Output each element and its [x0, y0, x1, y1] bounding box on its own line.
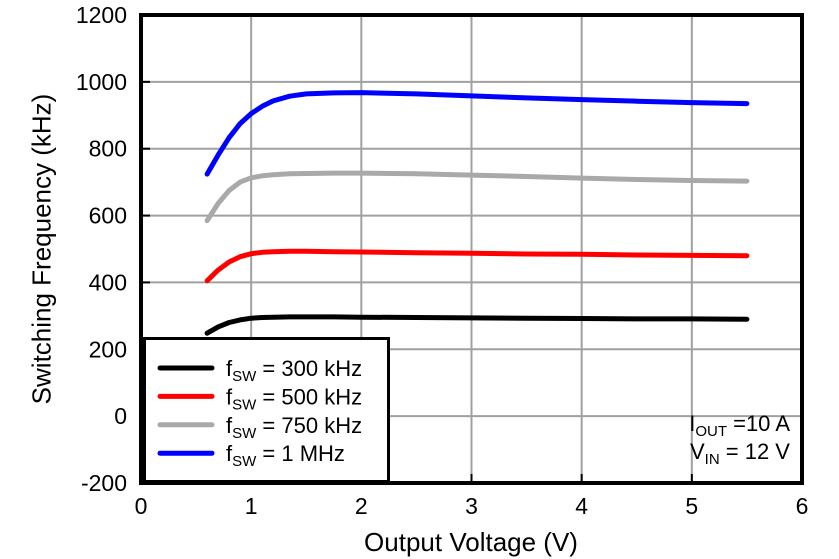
- x-axis-title: Output Voltage (V): [364, 527, 578, 557]
- annotation-line: IOUT =10 A: [689, 411, 790, 440]
- x-tick-label: 1: [245, 493, 258, 519]
- x-tick-label: 5: [685, 493, 698, 519]
- y-axis-title: Switching Frequency (kHz): [26, 93, 57, 405]
- y-tick-label: 800: [89, 136, 127, 162]
- annotation-line: VIN = 12 V: [690, 439, 790, 468]
- x-tick-label: 0: [135, 493, 148, 519]
- x-tick-label: 3: [465, 493, 478, 519]
- legend-entry: fSW = 750 kHz: [157, 413, 362, 442]
- x-tick-label: 2: [355, 493, 368, 519]
- y-tick-label: 400: [89, 269, 127, 295]
- legend-entry: fSW = 500 kHz: [157, 384, 362, 413]
- x-tick-label: 6: [796, 493, 809, 519]
- y-tick-label: 200: [89, 336, 127, 362]
- x-tick-label: 4: [575, 493, 588, 519]
- y-tick-label: 600: [89, 203, 127, 229]
- legend-label: fSW = 750 kHz: [226, 413, 362, 442]
- y-tick-label: 1200: [76, 2, 127, 28]
- legend-entry: fSW = 300 kHz: [157, 356, 362, 385]
- y-tick-label: 1000: [76, 69, 127, 95]
- legend-border: [143, 337, 390, 483]
- series-line-3: [204, 90, 750, 177]
- legend-label: fSW = 300 kHz: [226, 356, 362, 385]
- legend-label: fSW = 1 MHz: [226, 441, 345, 470]
- legend-entry: fSW = 1 MHz: [157, 441, 345, 470]
- series-line-0: [204, 314, 750, 336]
- series-line-2: [204, 170, 750, 224]
- series-line-1: [204, 248, 750, 284]
- legend-label: fSW = 500 kHz: [226, 384, 362, 413]
- y-tick-label: -200: [81, 470, 127, 496]
- y-tick-label: 0: [114, 403, 127, 429]
